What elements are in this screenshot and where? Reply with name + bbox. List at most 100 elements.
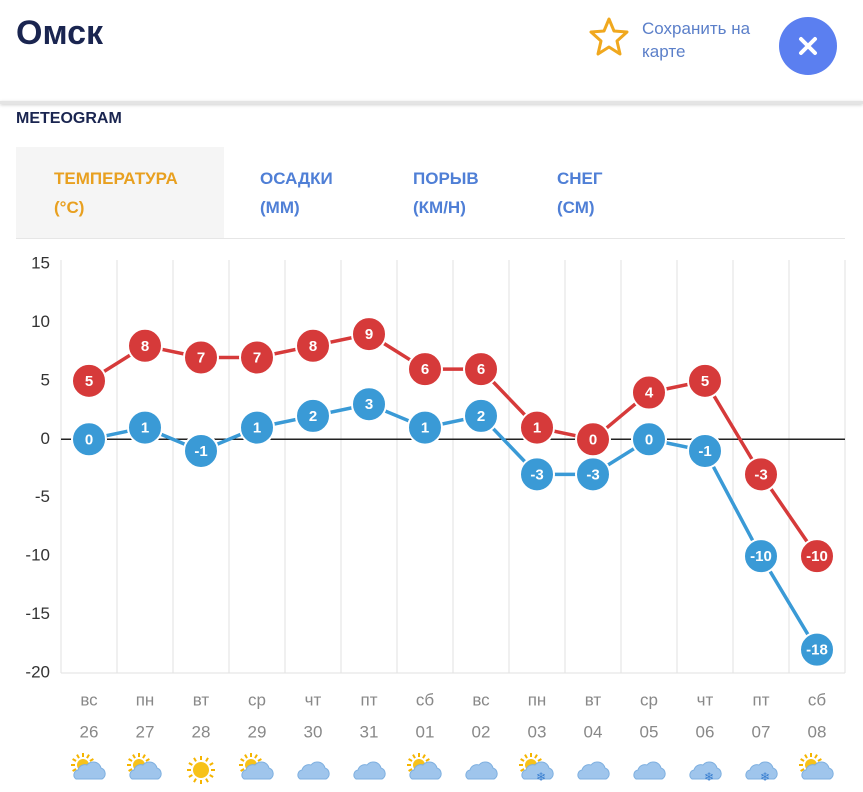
data-point — [463, 351, 499, 388]
x-tick-label: сб — [416, 690, 435, 709]
snow: ❄ — [536, 770, 546, 784]
tab-label: СНЕГ — [557, 169, 603, 188]
data-label: 4 — [645, 385, 654, 402]
date-label: 30 — [304, 722, 323, 741]
data-label: 7 — [197, 349, 205, 366]
date-label: 08 — [808, 722, 827, 741]
date-label: 29 — [248, 722, 267, 741]
sun-ray — [188, 762, 193, 766]
data-label: 3 — [365, 396, 373, 413]
cloud — [73, 761, 106, 780]
sun-ray — [254, 754, 258, 759]
y-tick-label: -5 — [35, 487, 50, 506]
cloud — [521, 761, 554, 780]
sun-ray — [142, 754, 146, 759]
save-button[interactable]: Сохранить на карте — [642, 17, 750, 63]
sun-ray — [817, 758, 822, 762]
x-tick-label: ср — [640, 690, 658, 709]
tab-label: ТЕМПЕРАТУРА — [54, 169, 178, 188]
sun-ray — [804, 754, 808, 759]
x-tick-label: пт — [361, 690, 378, 709]
data-point — [239, 409, 275, 446]
cloud — [353, 761, 386, 780]
data-point — [127, 327, 163, 364]
data-label: 2 — [477, 408, 485, 425]
data-label: -1 — [194, 443, 207, 460]
data-point — [463, 397, 499, 434]
data-point — [295, 397, 331, 434]
weather-icon — [71, 753, 106, 780]
sun-ray — [209, 762, 214, 766]
sun-ray — [240, 768, 245, 772]
sun-ray — [193, 778, 197, 783]
sun-ray — [72, 768, 77, 772]
x-tick-label: вт — [585, 690, 602, 709]
sun-ray — [422, 754, 426, 759]
save-label: карте — [642, 42, 686, 61]
date-label: 31 — [360, 722, 379, 741]
sun-ray — [128, 758, 133, 762]
data-point — [183, 432, 219, 469]
data-label: 0 — [85, 431, 93, 448]
snow: ❄ — [760, 770, 770, 784]
data-label: 0 — [589, 431, 597, 448]
tab[interactable]: ОСАДКИ (ММ) — [260, 147, 333, 238]
data-label: 1 — [421, 420, 429, 437]
sun-ray — [520, 758, 525, 762]
tab-unit: (КМ/Н) — [413, 198, 466, 217]
weather-icon — [353, 761, 386, 780]
sun — [193, 762, 209, 778]
date-label: 07 — [752, 722, 771, 741]
tab[interactable]: СНЕГ (СМ) — [557, 147, 603, 238]
sun-ray — [524, 754, 528, 759]
data-label: -3 — [530, 466, 543, 483]
x-tick-label: ср — [248, 690, 266, 709]
weather-icon — [465, 761, 498, 780]
close-button[interactable] — [779, 17, 837, 75]
data-point — [183, 339, 219, 376]
sun-ray — [205, 778, 209, 783]
x-tick-label: пн — [528, 690, 547, 709]
tab[interactable]: ТЕМПЕРАТУРА (°C) — [54, 147, 178, 238]
y-tick-label: 5 — [41, 370, 50, 389]
city-title: Омск — [16, 14, 104, 52]
sun-ray — [128, 768, 133, 772]
sun-ray — [800, 768, 805, 772]
data-point — [631, 421, 667, 458]
data-point — [519, 456, 555, 493]
date-label: 06 — [696, 722, 715, 741]
star-icon[interactable] — [588, 16, 630, 58]
date-label: 28 — [192, 722, 211, 741]
date-label: 05 — [640, 722, 659, 741]
weather-icon — [239, 753, 274, 780]
tab-label: ОСАДКИ — [260, 169, 333, 188]
sun-ray — [814, 754, 818, 759]
data-point — [351, 316, 387, 353]
data-point — [519, 409, 555, 446]
data-label: 6 — [477, 361, 485, 378]
data-point — [575, 421, 611, 458]
sun-ray — [240, 758, 245, 762]
x-tick-label: вс — [472, 690, 490, 709]
y-tick-label: 15 — [31, 253, 50, 272]
sun-ray — [534, 754, 538, 759]
data-point — [743, 538, 779, 575]
sun-ray — [537, 758, 542, 762]
sun-ray — [76, 754, 80, 759]
sun-ray — [800, 758, 805, 762]
data-label: 1 — [533, 420, 541, 437]
cloud — [297, 761, 330, 780]
tab[interactable]: ПОРЫВ (КМ/Н) — [413, 147, 479, 238]
data-label: 6 — [421, 361, 429, 378]
y-tick-label: -20 — [25, 662, 50, 681]
cloud — [801, 761, 834, 780]
data-label: 7 — [253, 349, 261, 366]
data-label: -1 — [698, 443, 711, 460]
sun-ray — [209, 774, 214, 778]
cloud — [577, 761, 610, 780]
sun-ray — [425, 758, 430, 762]
weather-icon — [297, 761, 330, 780]
sun-ray — [412, 754, 416, 759]
tab-divider — [16, 238, 845, 239]
data-point — [407, 409, 443, 446]
